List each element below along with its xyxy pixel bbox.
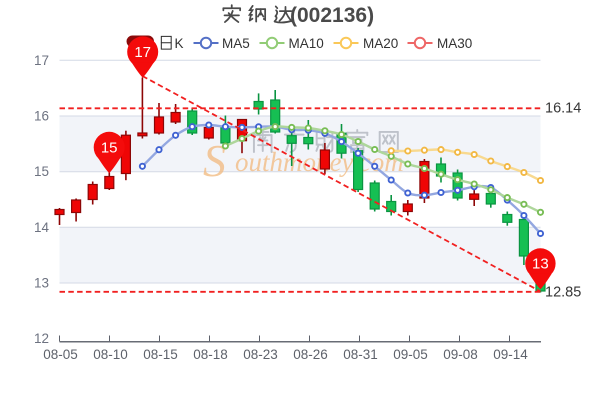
svg-text:16: 16 xyxy=(34,109,49,124)
svg-text:MA5: MA5 xyxy=(222,36,250,51)
svg-text:09-05: 09-05 xyxy=(393,347,428,362)
svg-text:09-08: 09-08 xyxy=(443,347,478,362)
svg-text:MA10: MA10 xyxy=(289,36,324,51)
svg-text:S: S xyxy=(203,135,226,186)
svg-text:08-18: 08-18 xyxy=(193,347,228,362)
svg-text:K: K xyxy=(175,36,184,51)
svg-text:08-15: 08-15 xyxy=(143,347,178,362)
svg-text:12.85: 12.85 xyxy=(545,285,581,301)
svg-text:13: 13 xyxy=(532,256,549,273)
svg-text:MA30: MA30 xyxy=(437,36,472,51)
svg-text:08-31: 08-31 xyxy=(343,347,378,362)
svg-text:09-14: 09-14 xyxy=(493,347,528,362)
svg-text:08-10: 08-10 xyxy=(93,347,128,362)
svg-text:MA20: MA20 xyxy=(363,36,398,51)
svg-text:14: 14 xyxy=(34,220,50,235)
svg-text:15: 15 xyxy=(34,164,49,179)
svg-text:08-05: 08-05 xyxy=(43,347,78,362)
svg-text:12: 12 xyxy=(34,331,49,346)
svg-text:17: 17 xyxy=(34,53,49,68)
svg-text:17: 17 xyxy=(134,44,151,61)
svg-text:08-26: 08-26 xyxy=(293,347,328,362)
svg-text:08-23: 08-23 xyxy=(243,347,278,362)
svg-text:(002136): (002136) xyxy=(290,4,374,27)
svg-text:15: 15 xyxy=(101,140,118,157)
svg-text:16.14: 16.14 xyxy=(545,101,581,117)
svg-text:13: 13 xyxy=(34,276,49,291)
